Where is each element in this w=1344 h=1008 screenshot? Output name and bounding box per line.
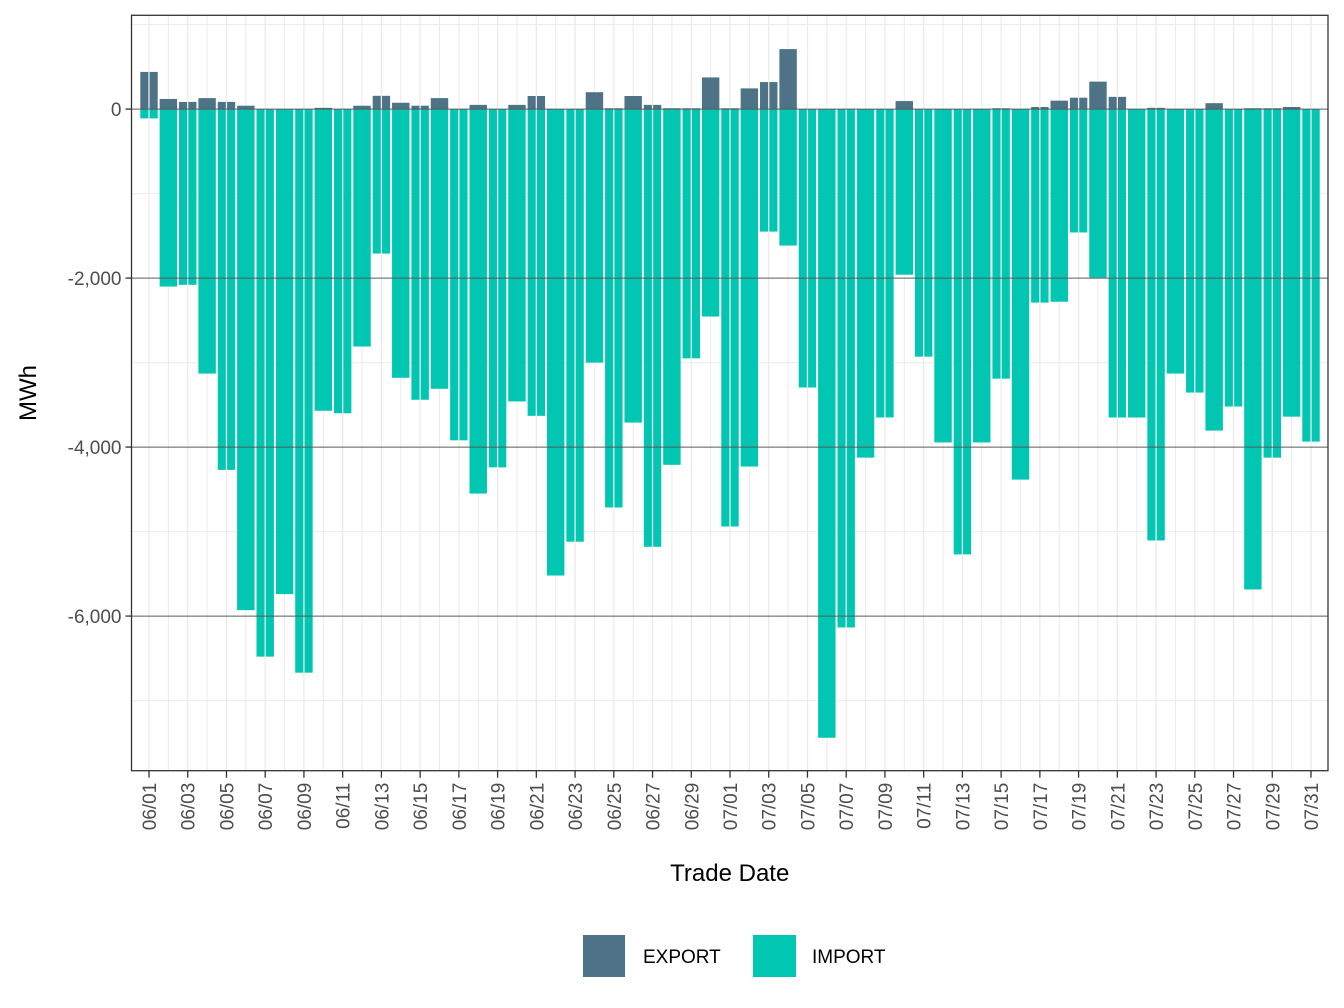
x-tick-label: 06/03 xyxy=(179,783,200,831)
import-bar xyxy=(701,109,720,317)
import-bar xyxy=(546,109,565,576)
y-tick-label: -4,000 xyxy=(68,438,122,459)
import-bar xyxy=(779,109,797,246)
export-bar xyxy=(701,77,720,110)
export-bar xyxy=(508,104,526,110)
x-tick-label: 07/09 xyxy=(876,783,897,831)
export-bar xyxy=(469,104,487,110)
x-tick-label: 06/19 xyxy=(489,783,510,831)
x-tick-label: 06/27 xyxy=(644,783,665,831)
import-bar xyxy=(895,109,914,275)
x-tick-label: 07/15 xyxy=(992,783,1013,831)
export-bar xyxy=(779,49,797,110)
x-tick-label: 07/31 xyxy=(1302,783,1323,831)
export-bar xyxy=(1050,100,1068,110)
import-bar xyxy=(818,109,836,738)
import-bar xyxy=(934,109,952,443)
x-tick-label: 07/19 xyxy=(1070,783,1091,831)
export-bar xyxy=(392,102,410,110)
export-bar xyxy=(740,88,759,110)
x-tick-label: 07/01 xyxy=(721,783,742,831)
import-bar xyxy=(1050,109,1068,302)
export-bar xyxy=(1205,103,1223,110)
import-bar xyxy=(392,109,410,378)
x-tick-label: 06/25 xyxy=(605,783,626,831)
import-bar xyxy=(237,109,255,611)
legend-label-export: EXPORT xyxy=(643,947,721,968)
y-axis: 0 -2,000 -4,000 -6,000 xyxy=(68,100,132,628)
import-bar xyxy=(1166,109,1185,374)
import-bar xyxy=(740,109,759,467)
x-tick-label: 06/07 xyxy=(256,783,277,831)
x-tick-label: 06/01 xyxy=(140,783,161,831)
import-bar xyxy=(430,109,449,389)
import-bar xyxy=(1089,109,1107,278)
import-bar xyxy=(1205,109,1223,431)
legend: EXPORT IMPORT xyxy=(583,935,886,977)
import-bar xyxy=(275,109,294,595)
x-axis-title: Trade Date xyxy=(670,860,789,887)
x-tick-label: 06/05 xyxy=(217,783,238,831)
import-bar xyxy=(198,109,216,374)
x-axis: 06/01 06/03 06/05 06/07 06/09 06/11 06/13 06/15… xyxy=(140,770,1323,831)
x-tick-label: 06/15 xyxy=(411,783,432,831)
import-bar xyxy=(624,109,642,423)
y-tick-label: -6,000 xyxy=(68,607,122,628)
x-tick-label: 07/13 xyxy=(953,783,974,831)
x-tick-label: 07/27 xyxy=(1225,783,1246,831)
import-bar xyxy=(469,109,487,494)
import-bar xyxy=(663,109,681,465)
import-bar xyxy=(1011,109,1030,480)
x-tick-label: 06/21 xyxy=(527,783,548,831)
export-bar xyxy=(159,98,178,110)
x-tick-label: 07/29 xyxy=(1263,783,1284,831)
import-bar xyxy=(353,109,371,347)
import-bar xyxy=(1244,109,1262,590)
export-bar xyxy=(314,107,333,110)
major-gridlines xyxy=(131,15,1328,771)
y-tick-label: -2,000 xyxy=(68,269,122,290)
x-tick-label: 06/23 xyxy=(566,783,587,831)
x-tick-label: 07/07 xyxy=(837,783,858,831)
x-tick-label: 07/25 xyxy=(1186,783,1207,831)
x-tick-label: 07/05 xyxy=(798,783,819,831)
import-bar xyxy=(973,109,991,443)
x-tick-label: 07/23 xyxy=(1147,783,1168,831)
x-tick-label: 07/03 xyxy=(760,783,781,831)
export-bar xyxy=(430,98,449,110)
export-bar xyxy=(353,105,371,110)
x-tick-label: 06/29 xyxy=(682,783,703,831)
x-tick-label: 07/11 xyxy=(915,783,936,829)
import-bar xyxy=(1127,109,1146,418)
export-bar xyxy=(624,95,642,110)
y-tick-label: 0 xyxy=(111,100,122,121)
import-bar xyxy=(159,109,178,287)
x-tick-label: 06/11 xyxy=(334,783,355,829)
legend-swatch-import xyxy=(753,935,796,977)
import-bar xyxy=(1282,109,1301,417)
x-tick-label: 07/21 xyxy=(1108,783,1129,831)
export-bar xyxy=(1089,81,1107,110)
export-bar xyxy=(895,101,914,110)
x-tick-label: 06/09 xyxy=(295,783,316,831)
x-tick-label: 06/13 xyxy=(372,783,393,831)
export-bar xyxy=(198,98,216,110)
import-bar xyxy=(585,109,604,363)
export-bar xyxy=(1282,106,1301,110)
x-tick-label: 06/17 xyxy=(450,783,471,831)
x-tick-label: 07/17 xyxy=(1031,783,1052,831)
import-bar xyxy=(508,109,526,402)
legend-swatch-export xyxy=(583,935,625,977)
legend-label-import: IMPORT xyxy=(812,947,886,968)
import-bar xyxy=(314,109,333,411)
y-axis-title: MWh xyxy=(15,365,42,421)
import-bar xyxy=(856,109,875,458)
export-bar xyxy=(585,92,604,110)
export-bar xyxy=(237,105,255,110)
